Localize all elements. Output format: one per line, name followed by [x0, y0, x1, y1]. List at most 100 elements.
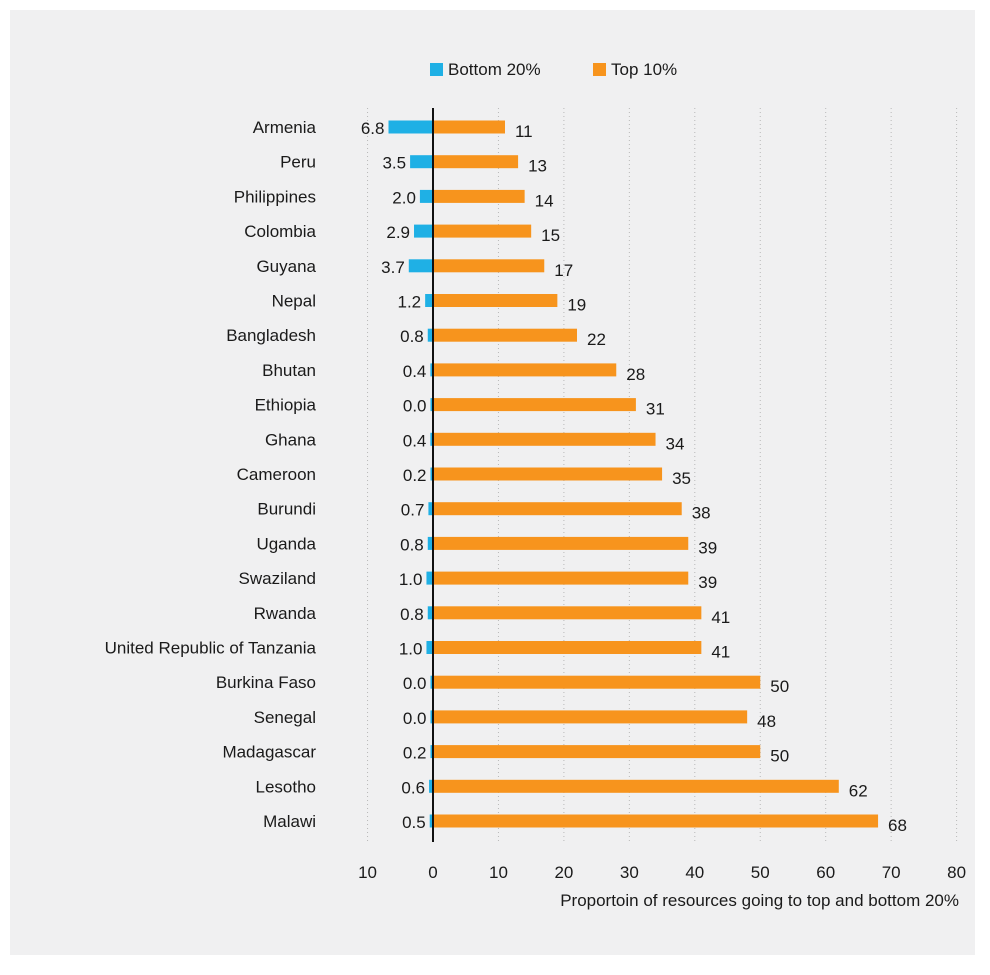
bar-bottom-20	[410, 155, 433, 169]
category-labels: Armenia Peru Philippines Colombia Guyana Nepa…	[105, 118, 317, 831]
value-label-top-10: 14	[535, 191, 554, 210]
category-label: Rwanda	[254, 604, 317, 623]
bar-top-10	[433, 536, 689, 550]
value-label-bottom-20: 0.4	[403, 362, 427, 381]
value-label-bottom-20: 0.0	[403, 674, 427, 693]
value-label-top-10: 35	[672, 469, 691, 488]
bar-top-10	[433, 606, 702, 620]
bar-top-10	[433, 398, 636, 412]
value-label-bottom-20: 1.0	[399, 570, 423, 589]
bar-bottom-20	[428, 502, 433, 516]
value-label-top-10: 48	[757, 712, 776, 731]
value-label-top-10: 39	[698, 538, 717, 557]
bar-bottom-20	[426, 641, 433, 654]
bar-bottom-20	[430, 467, 433, 481]
value-label-bottom-20: 1.2	[398, 293, 422, 312]
bar-bottom-20	[430, 398, 433, 412]
bar-bottom-20	[430, 363, 433, 377]
value-label-bottom-20: 0.4	[403, 431, 427, 450]
category-label: Bangladesh	[226, 326, 316, 345]
bar-top-10	[433, 814, 879, 828]
bar-top-10	[433, 432, 656, 446]
category-label: Bhutan	[262, 361, 316, 380]
x-tick-label: 60	[816, 863, 835, 882]
value-label-bottom-20: 0.8	[400, 605, 424, 624]
x-tick-label: 10	[358, 863, 377, 882]
category-label: Malawi	[263, 812, 316, 831]
bar-top-10	[433, 363, 617, 377]
category-label: Swaziland	[239, 569, 317, 588]
bar-top-10	[433, 224, 532, 238]
value-label-top-10: 34	[666, 434, 685, 453]
category-label: Armenia	[253, 118, 317, 137]
bar-chart: Armenia Peru Philippines Colombia Guyana Nepa…	[105, 60, 966, 910]
value-label-top-10: 19	[567, 296, 586, 315]
value-label-top-10: 28	[626, 365, 645, 384]
value-label-bottom-20: 0.6	[401, 778, 425, 797]
category-label: Senegal	[254, 708, 316, 727]
value-label-bottom-20: 0.0	[403, 709, 427, 728]
category-label: Ethiopia	[255, 396, 317, 415]
value-label-bottom-20: 0.5	[402, 813, 426, 832]
x-axis-ticks: 10 0 10 20 30 40 50 60 70 80	[358, 863, 966, 882]
value-label-bottom-20: 3.7	[381, 258, 405, 277]
bar-bottom-20	[427, 536, 433, 550]
bar-bottom-20	[429, 779, 433, 793]
x-axis-label: Proportoin of resources going to top and…	[560, 891, 959, 910]
legend: Bottom 20% Top 10%	[430, 60, 677, 79]
bar-top-10	[433, 155, 519, 169]
bar-bottom-20	[426, 571, 433, 585]
x-tick-label: 30	[620, 863, 639, 882]
category-label: Philippines	[234, 187, 316, 206]
value-label-bottom-20: 0.8	[400, 535, 424, 554]
bar-bottom-20	[414, 224, 433, 238]
chart-panel: Armenia Peru Philippines Colombia Guyana Nepa…	[10, 10, 975, 955]
value-label-top-10: 41	[711, 608, 730, 627]
category-label: Nepal	[272, 292, 316, 311]
bar-top-10	[433, 745, 761, 759]
value-label-top-10: 17	[554, 261, 573, 280]
bar-bottom-20	[430, 432, 433, 446]
x-tick-label: 10	[489, 863, 508, 882]
value-label-bottom-20: 2.9	[386, 223, 410, 242]
category-label: Guyana	[256, 257, 316, 276]
bar-bottom-20	[427, 606, 433, 620]
x-tick-label: 40	[685, 863, 704, 882]
bar-top-10	[433, 259, 545, 273]
x-tick-label: 80	[947, 863, 966, 882]
bar-top-10	[433, 189, 525, 203]
bar-top-10	[433, 641, 702, 654]
value-label-bottom-20: 2.0	[392, 188, 416, 207]
value-label-bottom-20: 6.8	[361, 119, 385, 138]
bar-top-10	[433, 571, 689, 585]
legend-swatch	[430, 63, 443, 76]
value-labels: 6.8 11 3.5 13 2.0 14 2.9 15 3.7 17 1.2 19 0.8 22 0.4 28…	[361, 119, 907, 835]
bar-top-10	[433, 675, 761, 689]
bar-top-10	[433, 328, 577, 342]
bar-bottom-20	[408, 259, 433, 273]
value-label-bottom-20: 0.2	[403, 744, 427, 763]
value-label-bottom-20: 0.7	[401, 501, 425, 520]
value-label-bottom-20: 0.8	[400, 327, 424, 346]
value-label-top-10: 50	[770, 677, 789, 696]
category-label: Peru	[280, 153, 316, 172]
category-label: Colombia	[244, 222, 316, 241]
bar-bottom-20	[427, 328, 433, 342]
bar-bottom-20	[419, 189, 433, 203]
value-label-top-10: 50	[770, 747, 789, 766]
bar-bottom-20	[429, 814, 433, 828]
value-label-top-10: 62	[849, 781, 868, 800]
legend-label: Top 10%	[611, 60, 677, 79]
x-tick-label: 0	[428, 863, 437, 882]
category-label: Burundi	[257, 500, 316, 519]
category-label: Uganda	[256, 534, 316, 553]
value-label-top-10: 31	[646, 400, 665, 419]
value-label-top-10: 68	[888, 816, 907, 835]
category-label: Lesotho	[256, 777, 317, 796]
value-label-bottom-20: 1.0	[399, 640, 423, 659]
x-tick-label: 20	[554, 863, 573, 882]
value-label-bottom-20: 3.5	[382, 154, 406, 173]
bar-top-10	[433, 294, 558, 307]
legend-label: Bottom 20%	[448, 60, 541, 79]
category-label: Madagascar	[222, 743, 316, 762]
